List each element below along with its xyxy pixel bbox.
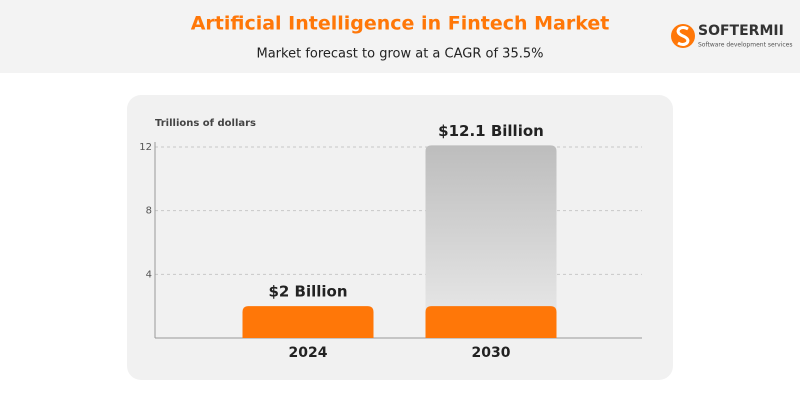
header-bg — [0, 0, 800, 73]
brand-tagline: Software development services — [698, 42, 792, 49]
y-tick-label: 12 — [139, 142, 152, 153]
value-label: $12.1 Billion — [438, 122, 544, 140]
bar — [242, 306, 374, 338]
x-tick-label: 2030 — [472, 345, 511, 361]
x-tick-label: 2024 — [289, 345, 328, 361]
logo-glyph — [676, 26, 690, 46]
y-tick-label: 4 — [146, 269, 152, 280]
value-label: $2 Billion — [268, 283, 347, 301]
brand-name: SOFTERMII — [698, 23, 784, 39]
chart-card — [127, 95, 673, 380]
plot: 4 8 12 2024 $2 Billion 2030 $12.1 Billion — [139, 122, 642, 361]
y-tick-label: 8 — [146, 206, 152, 217]
chart-title: Artificial Intelligence in Fintech Marke… — [191, 13, 610, 35]
bar — [425, 145, 557, 338]
logo: SOFTERMII Software development services — [671, 23, 792, 49]
bar-base-highlight — [425, 306, 557, 338]
chart-subtitle: Market forecast to grow at a CAGR of 35.… — [257, 47, 544, 62]
y-axis-label: Trillions of dollars — [155, 118, 256, 129]
